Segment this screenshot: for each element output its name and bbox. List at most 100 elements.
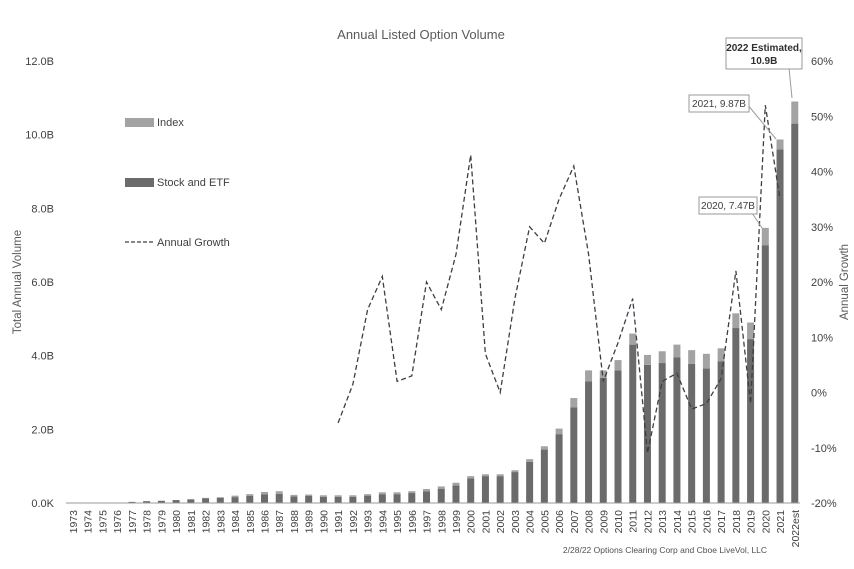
callout-box-2021 (688, 94, 750, 113)
x-tick-label: 2001 (480, 510, 492, 534)
bar-stock-etf-2015 (688, 363, 696, 503)
callout-leader-2021 (746, 103, 777, 140)
x-tick-label: 2014 (672, 510, 684, 534)
bar-index-2018 (732, 313, 740, 329)
x-tick-label: 2015 (687, 510, 699, 534)
bar-index-2013 (658, 351, 666, 364)
x-tick-label: 1986 (259, 510, 271, 534)
bar-index-1999 (452, 482, 460, 486)
bar-index-1985 (246, 494, 254, 497)
callout-leader-2022 (788, 67, 793, 99)
bar-index-1994 (378, 492, 386, 495)
bar-stock-etf-2020 (761, 245, 769, 503)
x-tick-label: 2009 (598, 510, 610, 534)
y2-tick-label: -10% (811, 443, 837, 455)
bar-index-2016 (702, 353, 710, 369)
x-tick-label: 1973 (68, 510, 80, 534)
x-tick-label: 2011 (628, 510, 640, 533)
x-tick-label: 1995 (392, 510, 404, 534)
source-note: 2/28/22 Options Clearing Corp and Cboe L… (563, 545, 767, 555)
x-tick-label: 1996 (407, 510, 419, 534)
bar-stock-etf-1994 (378, 494, 386, 503)
bar-index-1988 (290, 494, 298, 497)
bar-stock-etf-2003 (511, 472, 519, 503)
left-axis-ticks: 0.0K 2.0B 4.0B 6.0B 8.0B 10.0B 12.0B (25, 56, 54, 510)
bar-stock-etf-2021 (776, 149, 784, 503)
x-tick-label: 1999 (451, 510, 463, 534)
bar-series (113, 101, 799, 503)
bar-stock-etf-2004 (526, 461, 534, 503)
bar-stock-etf-1978 (143, 501, 151, 503)
bar-stock-etf-2008 (585, 381, 593, 503)
bar-stock-etf-1980 (172, 500, 180, 503)
x-tick-label: 1990 (318, 510, 330, 534)
annual-growth-line (337, 105, 781, 454)
y2-tick-label: 30% (811, 222, 833, 234)
bar-index-2011 (629, 333, 637, 345)
y-tick-label: 0.0K (31, 498, 54, 510)
x-tick-label: 2008 (584, 510, 596, 534)
bar-stock-etf-1998 (437, 489, 445, 503)
callout-box-2022 (725, 37, 803, 70)
x-tick-label: 1981 (186, 510, 198, 534)
callout-text-2020: 2020, 7.47B (701, 201, 755, 212)
bar-stock-etf-2013 (658, 363, 666, 503)
bar-stock-etf-1989 (305, 496, 313, 503)
right-axis-label: Annual Growth (839, 244, 851, 320)
x-tick-label: 1991 (333, 510, 345, 534)
bar-index-2000 (467, 476, 475, 479)
y-tick-label: 2.0B (31, 424, 54, 436)
bar-stock-etf-2005 (540, 449, 548, 503)
bar-stock-etf-1997 (423, 491, 431, 503)
legend-swatch-stock-etf (125, 178, 154, 187)
x-tick-label: 2004 (525, 510, 537, 534)
x-tick-label: 2013 (657, 510, 669, 534)
x-tick-label: 2020 (760, 510, 772, 534)
bar-index-2003 (511, 470, 519, 473)
bar-index-1990 (319, 495, 327, 497)
bar-stock-etf-1977 (128, 501, 136, 503)
y2-tick-label: 40% (811, 167, 833, 179)
y2-tick-label: 0% (811, 388, 827, 400)
y2-tick-label: 60% (811, 56, 833, 68)
bar-stock-etf-1999 (452, 485, 460, 503)
chart-title: Annual Listed Option Volume (337, 27, 505, 42)
x-tick-label: 1997 (422, 510, 434, 534)
bar-stock-etf-1987 (275, 493, 283, 503)
x-tick-label: 2018 (731, 510, 743, 534)
bar-stock-etf-1995 (393, 494, 401, 503)
x-tick-label: 1977 (127, 510, 139, 534)
bar-index-2004 (526, 459, 534, 462)
y-tick-label: 6.0B (31, 277, 54, 289)
x-tick-label: 2019 (746, 510, 758, 534)
x-tick-label: 2022est (790, 510, 802, 547)
bar-stock-etf-1992 (349, 496, 357, 503)
bar-index-2005 (540, 446, 548, 450)
x-tick-label: 2002 (495, 510, 507, 534)
x-tick-label: 2016 (701, 510, 713, 534)
x-tick-label: 1993 (363, 510, 375, 534)
bar-index-2009 (599, 370, 607, 378)
x-tick-label: 1998 (436, 510, 448, 534)
x-tick-label: 2010 (613, 510, 625, 534)
x-tick-label: 2005 (539, 510, 551, 534)
bar-stock-etf-2018 (732, 328, 740, 503)
bar-index-2002 (496, 474, 504, 477)
bar-index-2006 (555, 428, 563, 435)
bar-index-2014 (673, 344, 681, 358)
bar-index-2012 (643, 354, 651, 365)
bar-index-2020 (761, 227, 769, 246)
bar-stock-etf-2000 (467, 478, 475, 503)
bar-index-2015 (688, 350, 696, 364)
y2-tick-label: 20% (811, 277, 833, 289)
x-tick-label: 2007 (569, 510, 581, 534)
bar-index-2007 (570, 398, 578, 408)
bar-stock-etf-2012 (643, 364, 651, 503)
x-tick-label: 1983 (215, 510, 227, 534)
bar-index-1986 (260, 491, 268, 495)
bar-stock-etf-1988 (290, 496, 298, 503)
callout-annotations: 2020, 7.47B 2021, 9.87B 2022 Estimated, … (688, 37, 803, 229)
bar-index-1993 (364, 494, 372, 496)
bar-stock-etf-1984 (231, 497, 239, 503)
